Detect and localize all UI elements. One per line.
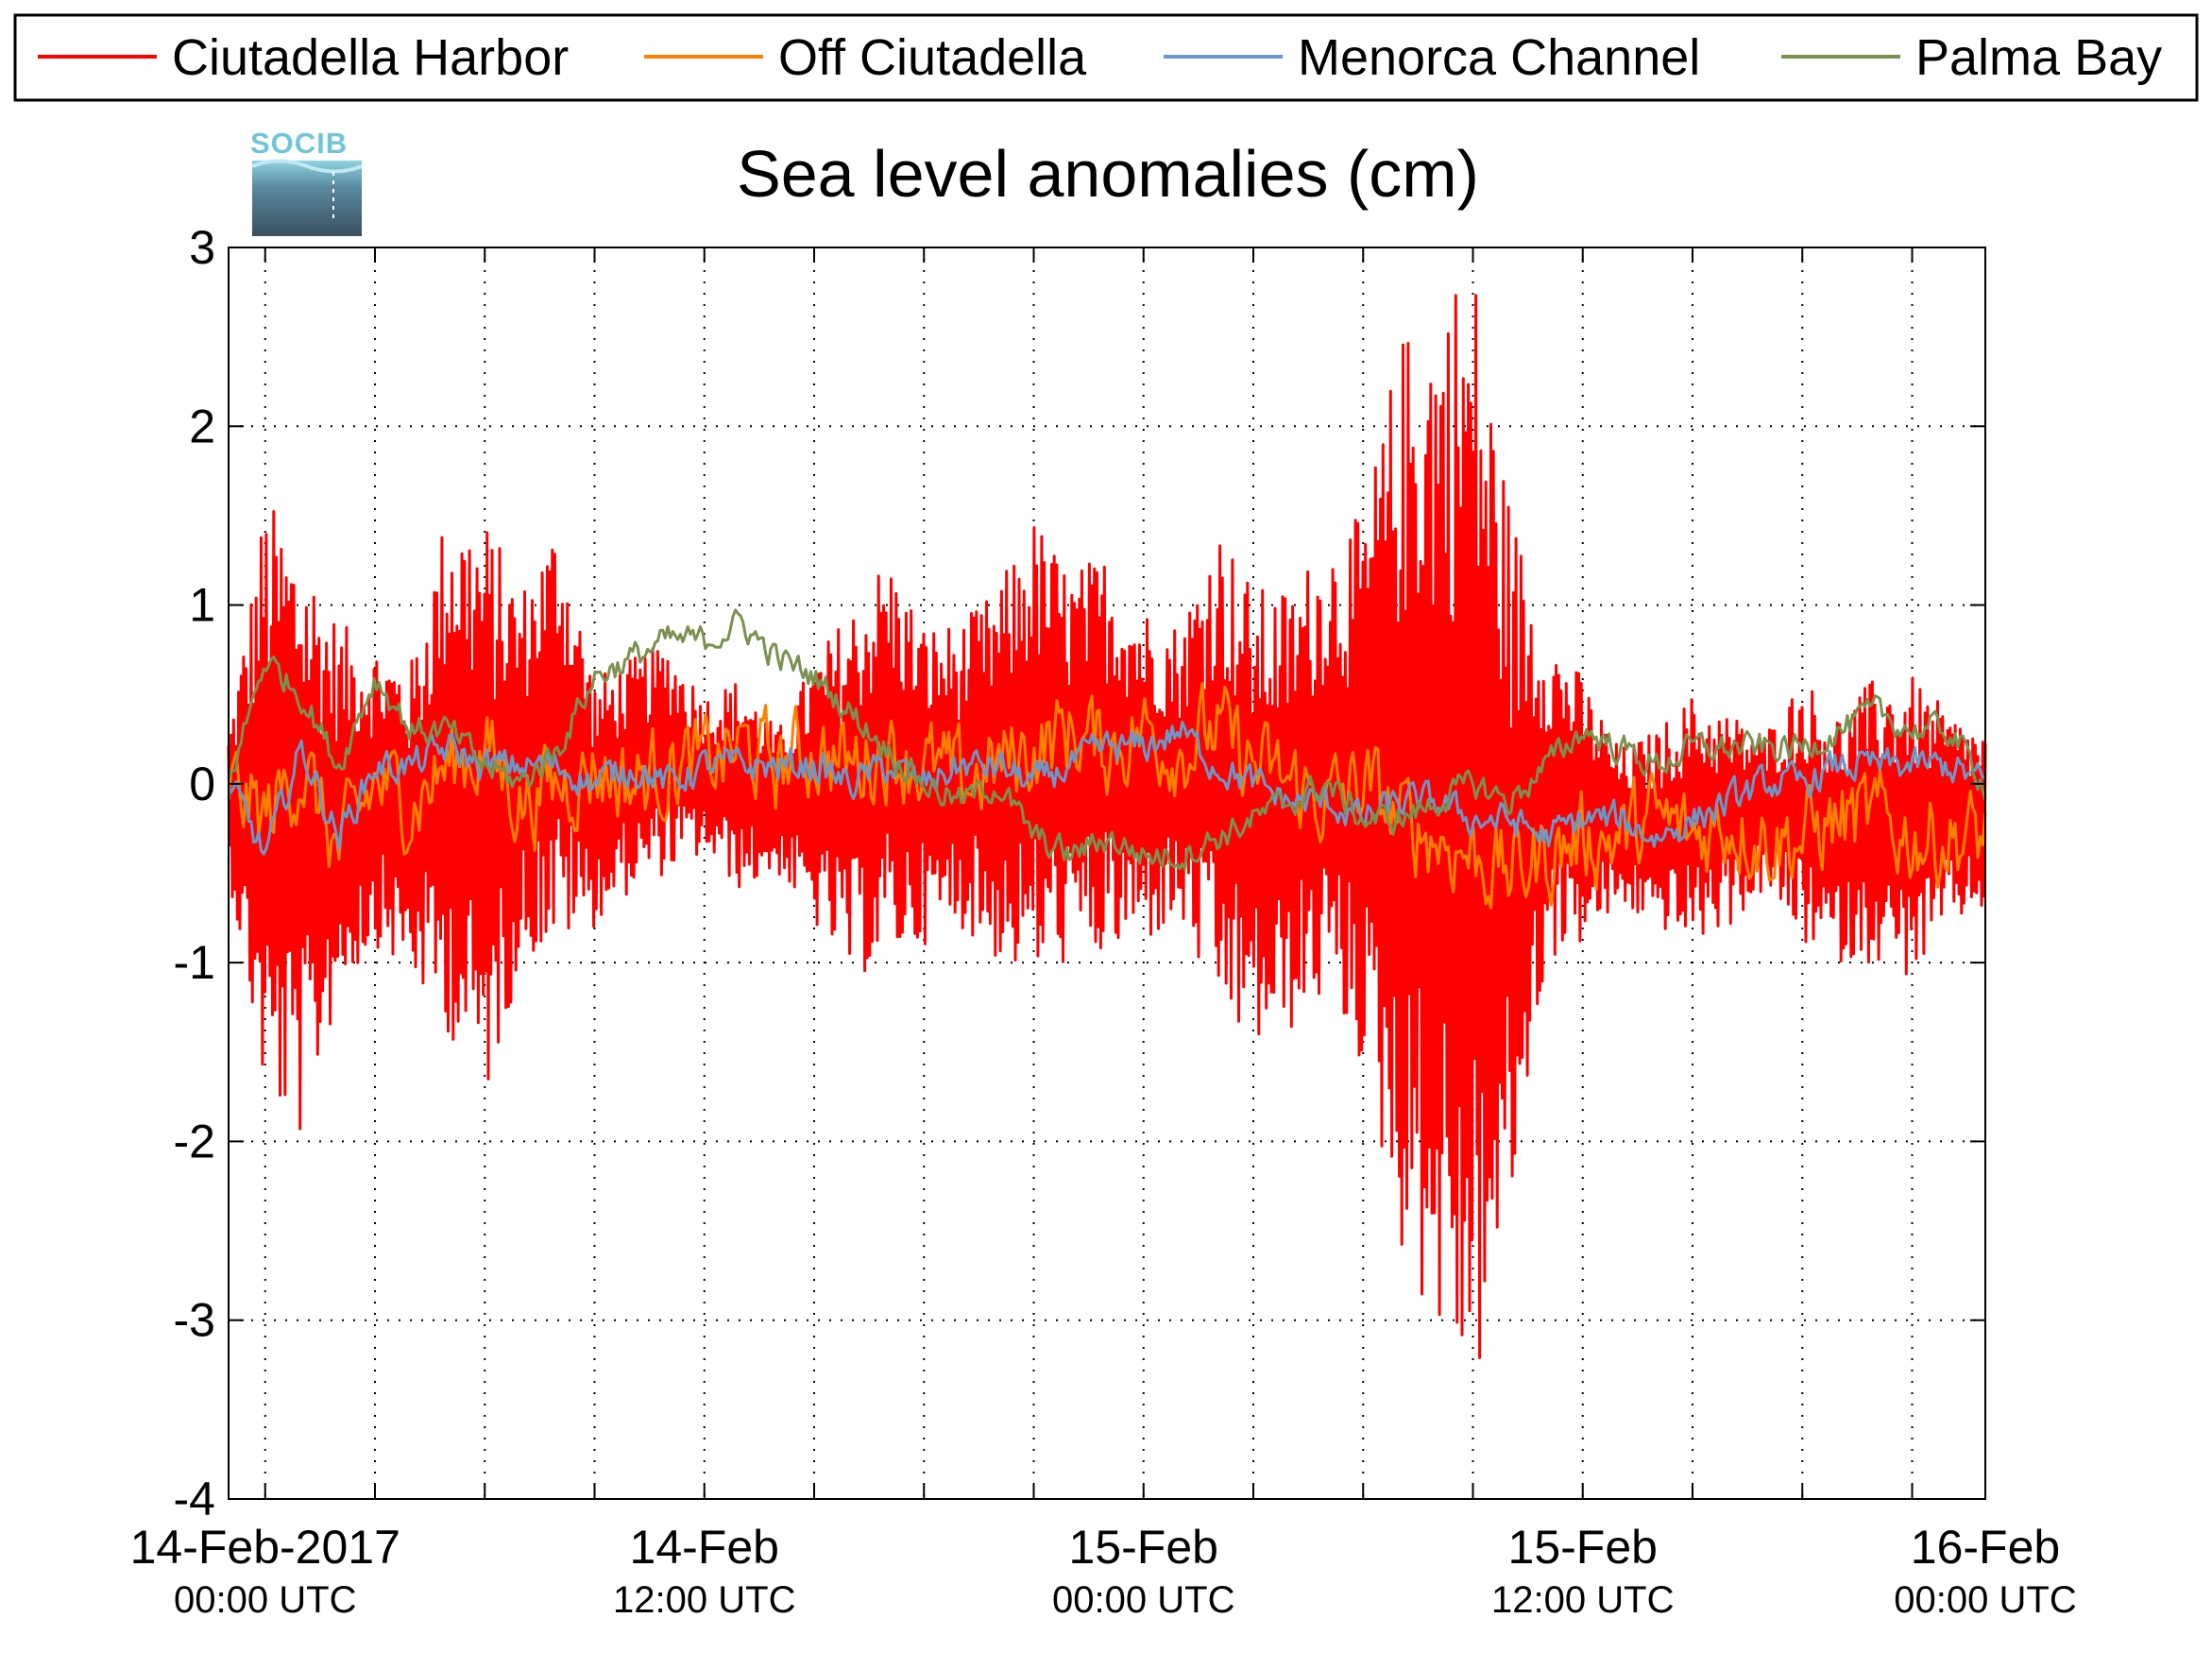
x-tick-label: 14-Feb-2017 00:00 UTC [130,1521,400,1621]
legend-label: Off Ciutadella [778,29,1087,86]
y-tick-label: 3 [189,221,215,274]
x-tick-time: 12:00 UTC [613,1579,795,1621]
y-tick-label: 0 [189,758,215,810]
x-tick-date: 15-Feb [1069,1521,1218,1574]
x-tick-date: 14-Feb [630,1521,779,1574]
x-tick-time: 00:00 UTC [174,1579,356,1621]
x-tick-date: 14-Feb-2017 [130,1521,400,1574]
x-tick-date: 16-Feb [1911,1521,2060,1574]
legend-label: Ciutadella Harbor [172,29,569,86]
legend-label: Menorca Channel [1298,29,1700,86]
x-tick-date: 15-Feb [1508,1521,1658,1574]
y-tick-label: -4 [174,1473,215,1525]
x-tick-time: 00:00 UTC [1052,1579,1234,1621]
y-tick-label: 1 [189,579,215,632]
y-tick-label: 2 [189,400,215,452]
logo-text: SOCIB [250,127,348,160]
x-tick-label: 16-Feb 00:00 UTC [1894,1521,2076,1621]
y-tick-label: -1 [174,936,215,989]
x-tick-time: 12:00 UTC [1491,1579,1674,1621]
y-tick-label: -2 [174,1115,215,1167]
chart-title: Sea level anomalies (cm) [737,137,1479,211]
x-tick-label: 14-Feb 12:00 UTC [613,1521,795,1621]
x-tick-label: 15-Feb 12:00 UTC [1491,1521,1674,1621]
x-tick-time: 00:00 UTC [1894,1579,2076,1621]
x-tick-label: 15-Feb 00:00 UTC [1052,1521,1234,1621]
socib-logo: SOCIB [250,127,362,236]
legend: Ciutadella Harbor Off Ciutadella Menorca C… [15,15,2197,100]
y-tick-label: -3 [174,1294,215,1347]
legend-label: Palma Bay [1915,29,2162,86]
